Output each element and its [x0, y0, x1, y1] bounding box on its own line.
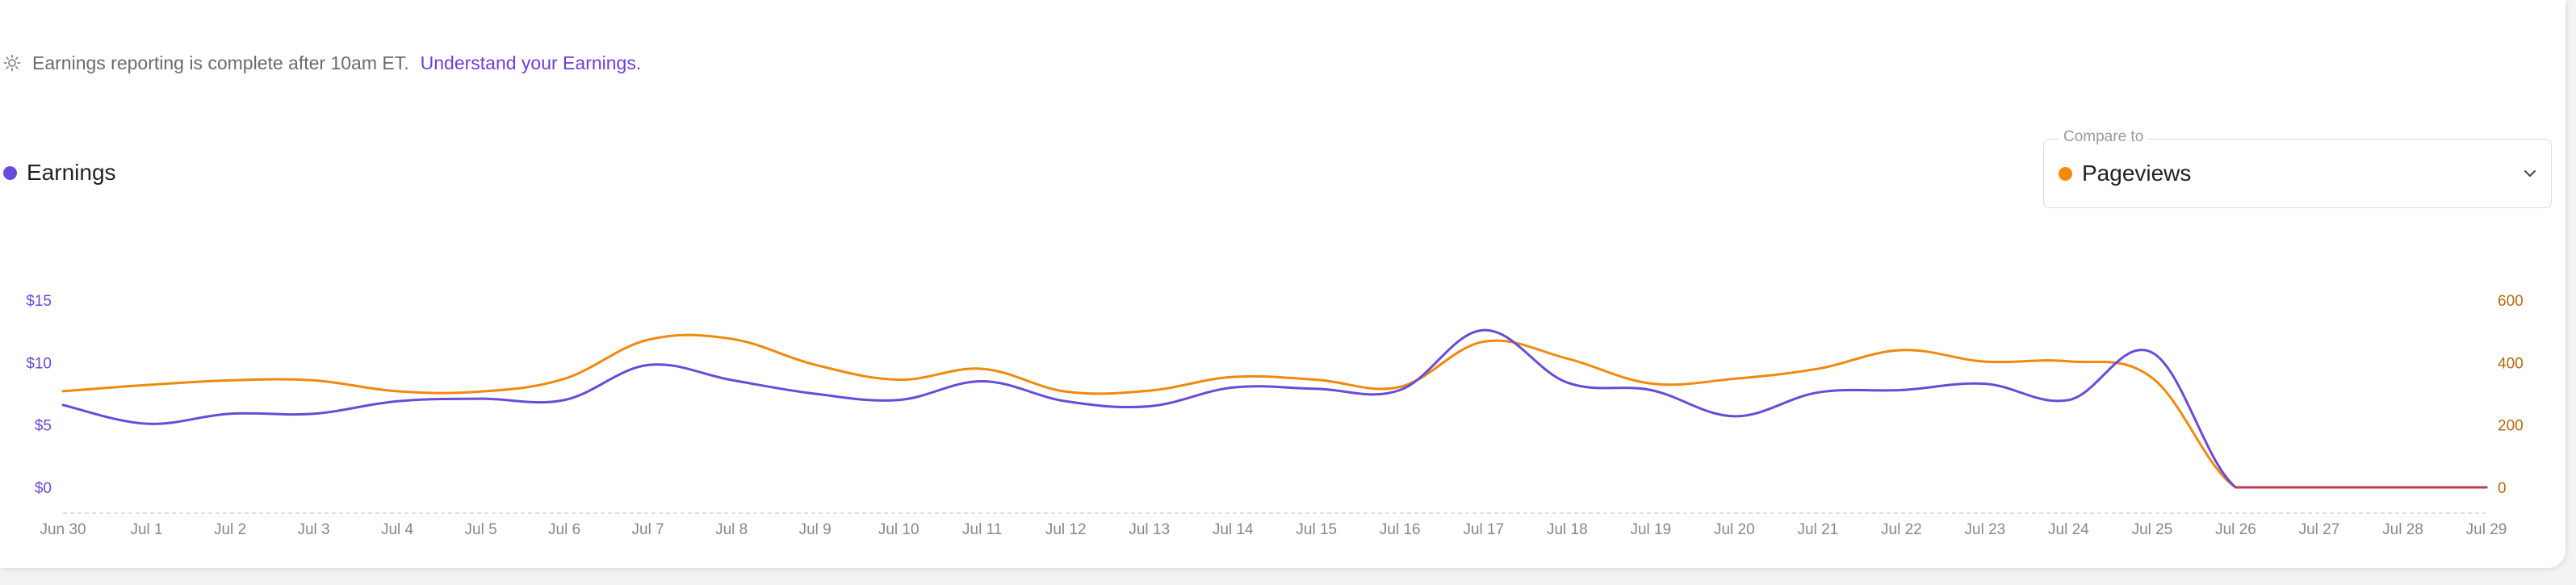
x-tick-label: Jul 2	[214, 521, 246, 538]
compare-to-select[interactable]: Compare to Pageviews	[2043, 128, 2552, 208]
x-tick-label: Jul 6	[548, 521, 580, 538]
chevron-down-icon	[2524, 170, 2536, 177]
x-tick-label: Jul 27	[2299, 521, 2340, 538]
y-right-tick-label: 600	[2498, 293, 2524, 310]
y-left-tick-label: $15	[26, 293, 52, 310]
x-tick-label: Jul 1	[130, 521, 162, 538]
notice-text: Earnings reporting is complete after 10a…	[32, 52, 409, 73]
earnings-notice: Earnings reporting is complete after 10a…	[3, 50, 641, 76]
earnings-line	[61, 328, 2488, 489]
x-tick-label: Jul 14	[1213, 521, 1254, 538]
x-tick-label: Jul 10	[878, 521, 919, 538]
x-tick-label: Jul 3	[297, 521, 329, 538]
y-right-tick-label: 200	[2498, 418, 2524, 435]
x-tick-label: Jul 9	[799, 521, 831, 538]
earnings-legend-label: Earnings	[27, 160, 116, 185]
compare-to-value: Pageviews	[2059, 161, 2191, 186]
x-tick-label: Jul 5	[465, 521, 497, 538]
x-tick-label: Jul 21	[1798, 521, 1839, 538]
x-tick-label: Jul 12	[1045, 521, 1087, 538]
compare-to-label: Compare to	[2059, 128, 2149, 146]
understand-earnings-link[interactable]: Understand your Earnings.	[420, 52, 642, 73]
x-tick-label: Jul 22	[1881, 521, 1922, 538]
x-tick-label: Jul 23	[1965, 521, 2006, 538]
earnings-card: Earnings reporting is complete after 10a…	[0, 0, 2566, 568]
x-tick-label: Jul 15	[1296, 521, 1337, 538]
earnings-pageviews-chart: Jun 30 Jul 1 Jul 2 Jul 3 Jul 4 Jul 5 Jul 6 Jul …	[26, 293, 2524, 538]
x-tick-label: Jul 16	[1380, 521, 1421, 538]
x-tick-label: Jul 11	[962, 521, 1002, 538]
pageviews-line	[61, 333, 2488, 489]
x-tick-label: Jun 30	[40, 521, 86, 538]
x-tick-label: Jul 7	[632, 521, 664, 538]
x-tick-label: Jul 28	[2382, 521, 2423, 538]
earnings-legend-dot	[3, 165, 17, 180]
x-tick-label: Jul 26	[2215, 521, 2256, 538]
y-right-tick-label: 400	[2498, 355, 2524, 372]
x-tick-label: Jul 29	[2466, 521, 2507, 538]
x-tick-label: Jul 20	[1714, 521, 1755, 538]
x-tick-label: Jul 13	[1129, 521, 1170, 538]
x-tick-label: Jul 19	[1630, 521, 1671, 538]
y-left-tick-label: $0	[35, 480, 52, 497]
y-left-tick-label: $10	[26, 355, 52, 372]
earnings-legend: Earnings	[3, 160, 116, 186]
sun-icon	[3, 54, 21, 72]
x-tick-label: Jul 8	[715, 521, 748, 538]
compare-to-selected: Pageviews	[2082, 161, 2192, 186]
x-tick-label: Jul 4	[381, 521, 414, 538]
y-right-tick-label: 0	[2498, 480, 2507, 497]
x-tick-label: Jul 24	[2048, 521, 2089, 538]
x-tick-label: Jul 25	[2132, 521, 2173, 538]
y-left-tick-label: $5	[35, 418, 52, 435]
x-tick-label: Jul 18	[1547, 521, 1588, 538]
x-tick-label: Jul 17	[1463, 521, 1504, 538]
pageviews-dot	[2059, 166, 2072, 181]
